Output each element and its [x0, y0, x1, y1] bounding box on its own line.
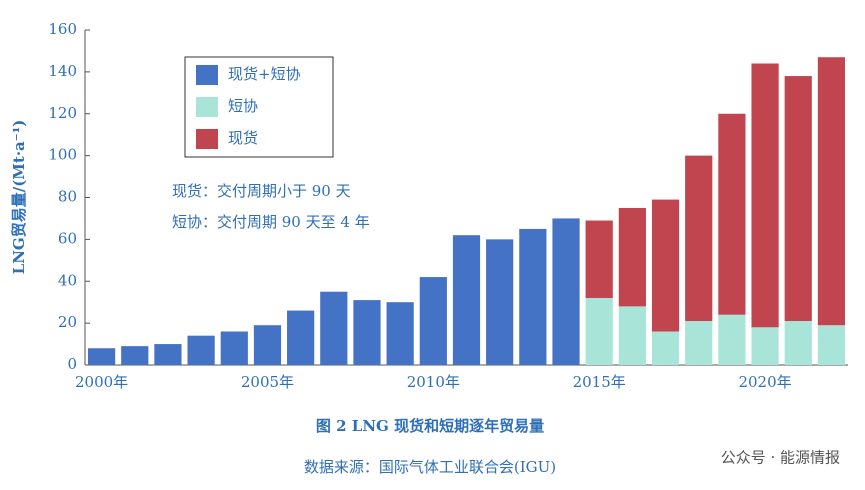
legend-swatch: [196, 129, 218, 149]
bar: [552, 218, 580, 365]
bar: [519, 228, 547, 365]
bar: [452, 235, 481, 365]
bar: [618, 306, 646, 365]
bar: [751, 327, 779, 365]
y-tick-label: 20: [58, 313, 77, 331]
bar: [685, 155, 713, 322]
bar: [651, 199, 680, 332]
bar: [320, 291, 348, 365]
bar: [784, 321, 812, 365]
bar: [718, 314, 746, 365]
y-tick-label: 0: [67, 355, 77, 373]
legend-label: 现货+短协: [228, 65, 301, 83]
annotation: 短协：交付周期 90 天至 4 年: [172, 213, 370, 231]
y-axis-label: LNG贸易量/(Mt·a⁻¹): [10, 120, 28, 275]
bar: [87, 348, 116, 365]
x-tick-label: 2020年: [738, 373, 791, 391]
legend-label: 短协: [228, 97, 258, 115]
bar: [353, 300, 381, 365]
bar: [419, 277, 447, 365]
y-tick-label: 80: [58, 188, 77, 206]
bar: [486, 239, 514, 365]
bar: [253, 325, 282, 365]
bar: [817, 325, 846, 365]
x-tick-label: 2000年: [75, 373, 128, 391]
bar: [817, 57, 846, 326]
watermark: 公众号 · 能源情报: [721, 449, 840, 467]
legend-swatch: [196, 97, 218, 117]
bar: [154, 344, 182, 365]
legend-swatch: [196, 65, 218, 85]
bar: [784, 76, 812, 322]
bar: [618, 207, 646, 307]
y-tick-label: 40: [58, 271, 77, 289]
x-tick-label: 2015年: [573, 373, 626, 391]
bar: [287, 310, 315, 365]
bar: [651, 331, 680, 365]
x-tick-label: 2005年: [241, 373, 294, 391]
bar: [685, 321, 713, 365]
x-tick-label: 2010年: [407, 373, 460, 391]
bar: [121, 346, 149, 365]
y-tick-label: 160: [48, 20, 77, 38]
source: 数据来源：国际气体工业联合会(IGU): [304, 458, 556, 476]
y-tick-label: 100: [48, 146, 77, 164]
y-tick-label: 140: [48, 62, 77, 80]
bar: [187, 335, 215, 365]
bar: [386, 302, 414, 365]
y-tick-label: 120: [48, 104, 77, 122]
bar: [585, 220, 613, 298]
bar: [751, 63, 779, 328]
caption: 图 2 LNG 现货和短期逐年贸易量: [316, 417, 544, 435]
annotation: 现货：交付周期小于 90 天: [172, 182, 351, 200]
y-tick-label: 60: [58, 229, 77, 247]
bar: [585, 298, 613, 365]
legend-label: 现货: [228, 129, 258, 147]
bar: [220, 331, 248, 365]
bar: [718, 113, 746, 315]
